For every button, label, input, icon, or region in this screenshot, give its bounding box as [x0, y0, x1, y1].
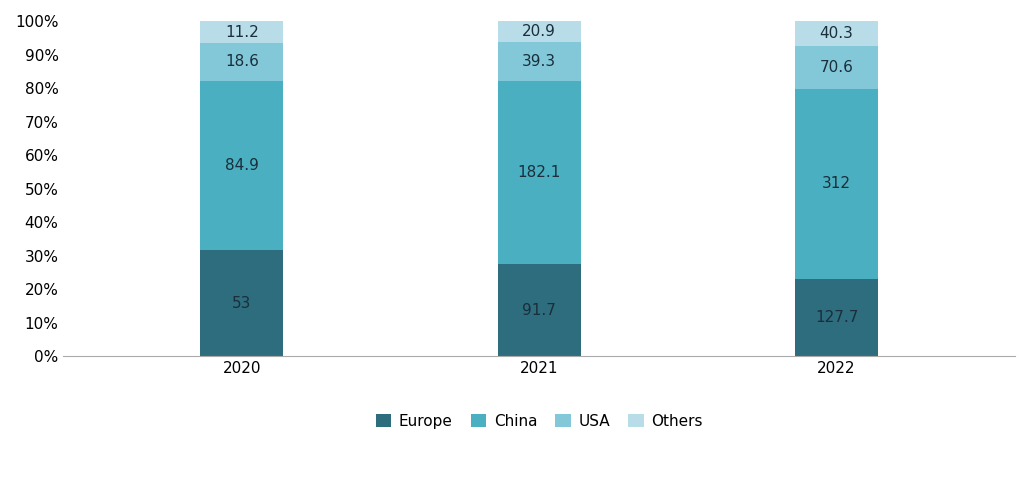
- Text: 70.6: 70.6: [820, 60, 854, 75]
- Text: 53: 53: [232, 296, 251, 311]
- Text: 18.6: 18.6: [225, 54, 259, 69]
- Bar: [795, 279, 879, 356]
- Bar: [200, 250, 283, 356]
- Bar: [795, 45, 879, 88]
- Legend: Europe, China, USA, Others: Europe, China, USA, Others: [370, 408, 709, 435]
- Text: 312: 312: [822, 176, 851, 191]
- Text: 20.9: 20.9: [522, 24, 556, 39]
- Text: 91.7: 91.7: [522, 303, 556, 318]
- Bar: [497, 81, 581, 264]
- Text: 84.9: 84.9: [225, 158, 259, 173]
- Bar: [795, 21, 879, 45]
- Bar: [497, 264, 581, 356]
- Text: 182.1: 182.1: [517, 165, 561, 180]
- Text: 11.2: 11.2: [225, 25, 259, 40]
- Bar: [200, 81, 283, 250]
- Bar: [497, 42, 581, 81]
- Bar: [200, 21, 283, 43]
- Bar: [795, 88, 879, 279]
- Bar: [200, 43, 283, 81]
- Text: 127.7: 127.7: [815, 310, 858, 325]
- Text: 40.3: 40.3: [820, 26, 854, 41]
- Text: 39.3: 39.3: [522, 54, 556, 69]
- Bar: [497, 21, 581, 42]
